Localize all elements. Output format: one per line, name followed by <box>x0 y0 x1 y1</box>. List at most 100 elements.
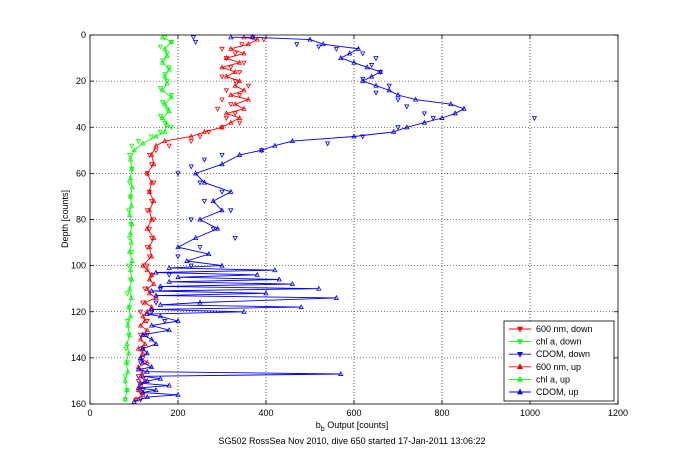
data-point <box>148 134 155 140</box>
x-tick-label: 600 <box>346 408 361 418</box>
data-point <box>153 292 159 298</box>
legend-swatch-marker <box>516 326 524 333</box>
data-point <box>228 91 234 97</box>
data-point <box>148 304 155 310</box>
x-tick-label: 800 <box>434 408 449 418</box>
data-point <box>228 188 234 194</box>
data-point <box>324 141 331 147</box>
data-point <box>126 263 132 269</box>
x-tick-label: 400 <box>258 408 273 418</box>
data-point <box>144 327 150 333</box>
data-point <box>241 308 247 314</box>
series-line <box>133 36 466 403</box>
data-point <box>190 35 197 41</box>
data-point <box>153 142 159 148</box>
y-tick-label: 20 <box>76 76 86 86</box>
data-point <box>294 42 300 48</box>
data-point <box>127 174 134 180</box>
data-point <box>395 91 401 97</box>
data-point <box>316 44 322 50</box>
data-point <box>164 80 170 86</box>
data-point <box>153 148 159 154</box>
data-point <box>142 299 148 305</box>
data-point <box>430 116 436 122</box>
data-point <box>148 253 155 259</box>
legend-entry: 600 nm, up <box>536 362 581 372</box>
data-point <box>125 322 131 328</box>
data-point <box>135 364 142 370</box>
data-point <box>123 346 129 352</box>
legend-entry: chl a, down <box>536 337 582 347</box>
data-point <box>122 396 128 402</box>
data-point <box>144 350 150 356</box>
data-point <box>124 319 131 325</box>
data-point <box>175 391 181 397</box>
y-tick-label: 160 <box>71 399 86 409</box>
data-point <box>201 179 208 185</box>
data-point <box>137 382 144 388</box>
data-point <box>148 336 155 342</box>
data-point <box>137 322 144 328</box>
data-point <box>137 380 144 386</box>
data-point <box>377 68 384 74</box>
data-point <box>355 45 362 51</box>
data-point <box>159 34 166 40</box>
x-axis-label-subscript: b <box>321 426 325 433</box>
data-point <box>439 114 445 120</box>
data-point <box>144 332 150 338</box>
data-point <box>210 197 216 203</box>
data-point <box>148 271 155 277</box>
data-point <box>157 129 164 135</box>
data-point <box>142 317 148 323</box>
legend-swatch-marker <box>516 388 524 395</box>
data-point <box>236 114 243 120</box>
data-point <box>140 368 146 374</box>
data-point <box>129 165 135 171</box>
data-point <box>168 38 175 44</box>
data-point <box>135 378 142 384</box>
data-point <box>146 244 153 250</box>
data-point <box>131 147 137 153</box>
x-tick-label: 1000 <box>520 408 540 418</box>
data-point <box>140 345 146 351</box>
grid-lines <box>90 35 618 404</box>
legend-entry: 600 nm, down <box>536 324 593 334</box>
data-point <box>168 93 175 99</box>
y-tick-label: 40 <box>76 122 86 132</box>
data-point <box>144 285 150 291</box>
data-point <box>236 59 243 65</box>
data-point <box>126 285 133 291</box>
data-point <box>126 211 133 217</box>
data-point <box>188 217 194 223</box>
data-point <box>126 331 133 337</box>
data-point <box>192 39 199 45</box>
data-point <box>151 161 157 167</box>
data-point <box>360 51 366 57</box>
data-point <box>162 101 168 107</box>
data-point <box>153 340 159 346</box>
data-point <box>223 73 230 79</box>
data-point <box>245 41 252 47</box>
data-point <box>245 83 252 89</box>
y-axis-label: Depth [counts] <box>60 190 70 248</box>
data-point <box>140 313 146 319</box>
data-point <box>151 234 157 240</box>
data-point <box>228 119 234 125</box>
data-point <box>144 377 150 383</box>
data-point <box>140 359 146 365</box>
data-point <box>126 180 133 186</box>
data-point <box>166 278 172 284</box>
data-point <box>144 263 150 269</box>
data-point <box>360 78 366 84</box>
data-point <box>236 151 243 157</box>
data-point <box>188 263 194 269</box>
data-point <box>129 184 135 190</box>
data-point <box>333 294 340 300</box>
legend-swatch-marker <box>516 375 524 382</box>
data-point <box>236 69 243 75</box>
data-point <box>236 93 243 99</box>
data-point <box>236 120 243 126</box>
y-tick-label: 60 <box>76 168 86 178</box>
data-point <box>159 87 166 93</box>
